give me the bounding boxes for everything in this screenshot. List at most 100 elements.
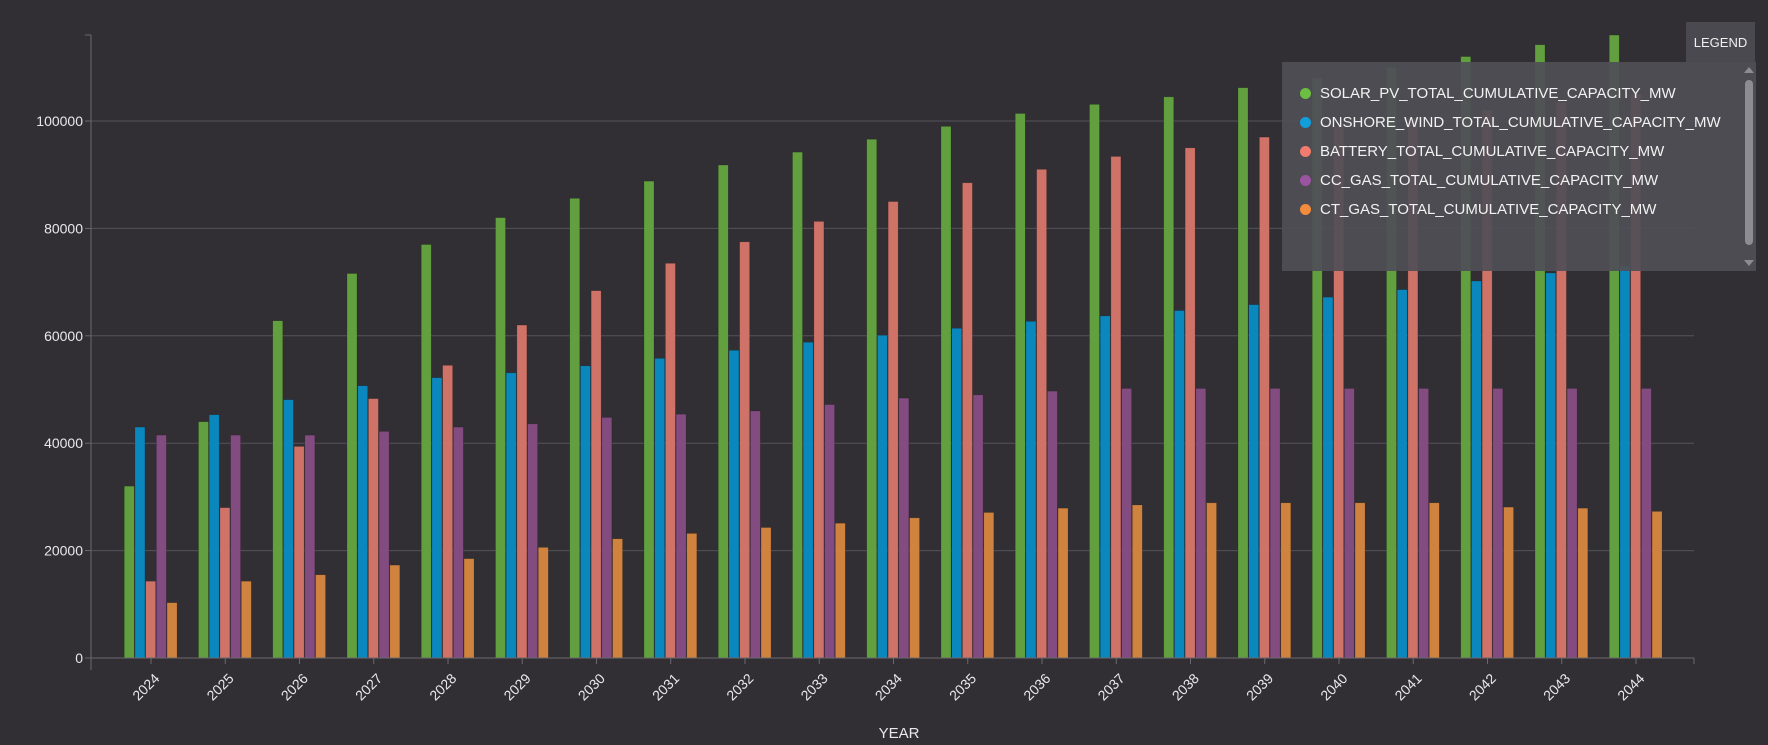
bar-cc-gas-total-cumulative-capacity-mw-2043[interactable] — [1566, 388, 1578, 659]
bar-cc-gas-total-cumulative-capacity-mw-2028[interactable] — [453, 426, 464, 659]
legend-toggle-button[interactable]: LEGEND — [1686, 22, 1755, 62]
bar-solar-pv-total-cumulative-capacity-mw-2032[interactable] — [717, 164, 729, 659]
bar-cc-gas-total-cumulative-capacity-mw-2037[interactable] — [1121, 388, 1132, 659]
bar-cc-gas-total-cumulative-capacity-mw-2029[interactable] — [527, 423, 538, 659]
bar-battery-total-cumulative-capacity-mw-2029[interactable] — [516, 324, 528, 659]
bar-solar-pv-total-cumulative-capacity-mw-2033[interactable] — [792, 151, 803, 659]
bar-cc-gas-total-cumulative-capacity-mw-2040[interactable] — [1344, 388, 1355, 659]
bar-onshore-wind-total-cumulative-capacity-mw-2041[interactable] — [1396, 289, 1408, 659]
bar-onshore-wind-total-cumulative-capacity-mw-2034[interactable] — [877, 334, 888, 659]
bar-ct-gas-total-cumulative-capacity-mw-2025[interactable] — [241, 580, 252, 659]
bar-cc-gas-total-cumulative-capacity-mw-2026[interactable] — [304, 434, 316, 659]
bar-onshore-wind-total-cumulative-capacity-mw-2033[interactable] — [802, 341, 814, 659]
bar-ct-gas-total-cumulative-capacity-mw-2042[interactable] — [1503, 506, 1514, 659]
bar-solar-pv-total-cumulative-capacity-mw-2031[interactable] — [643, 180, 655, 659]
bar-solar-pv-total-cumulative-capacity-mw-2038[interactable] — [1163, 96, 1175, 659]
bar-cc-gas-total-cumulative-capacity-mw-2036[interactable] — [1047, 390, 1058, 659]
bar-battery-total-cumulative-capacity-mw-2036[interactable] — [1036, 169, 1047, 659]
bar-ct-gas-total-cumulative-capacity-mw-2032[interactable] — [760, 527, 772, 659]
bar-battery-total-cumulative-capacity-mw-2027[interactable] — [368, 398, 379, 659]
bar-cc-gas-total-cumulative-capacity-mw-2034[interactable] — [898, 397, 910, 659]
bar-solar-pv-total-cumulative-capacity-mw-2036[interactable] — [1014, 113, 1026, 659]
bar-cc-gas-total-cumulative-capacity-mw-2033[interactable] — [824, 404, 835, 659]
bar-solar-pv-total-cumulative-capacity-mw-2026[interactable] — [272, 320, 284, 659]
bar-cc-gas-total-cumulative-capacity-mw-2035[interactable] — [972, 394, 984, 659]
legend-item[interactable]: BATTERY_TOTAL_CUMULATIVE_CAPACITY_MW — [1300, 143, 1664, 160]
bar-onshore-wind-total-cumulative-capacity-mw-2042[interactable] — [1471, 280, 1482, 659]
bar-ct-gas-total-cumulative-capacity-mw-2035[interactable] — [983, 512, 995, 659]
legend-scrollbar[interactable] — [1742, 62, 1756, 271]
bar-onshore-wind-total-cumulative-capacity-mw-2036[interactable] — [1025, 321, 1037, 659]
bar-onshore-wind-total-cumulative-capacity-mw-2043[interactable] — [1545, 272, 1556, 659]
bar-battery-total-cumulative-capacity-mw-2035[interactable] — [962, 182, 973, 659]
bar-solar-pv-total-cumulative-capacity-mw-2034[interactable] — [866, 138, 878, 659]
bar-solar-pv-total-cumulative-capacity-mw-2025[interactable] — [198, 421, 209, 659]
legend-item[interactable]: CT_GAS_TOTAL_CUMULATIVE_CAPACITY_MW — [1300, 201, 1656, 218]
bar-solar-pv-total-cumulative-capacity-mw-2037[interactable] — [1089, 104, 1100, 659]
bar-battery-total-cumulative-capacity-mw-2026[interactable] — [293, 446, 305, 659]
bar-ct-gas-total-cumulative-capacity-mw-2028[interactable] — [463, 558, 475, 659]
legend-item[interactable]: SOLAR_PV_TOTAL_CUMULATIVE_CAPACITY_MW — [1300, 85, 1676, 102]
legend-item[interactable]: CC_GAS_TOTAL_CUMULATIVE_CAPACITY_MW — [1300, 172, 1658, 189]
bar-battery-total-cumulative-capacity-mw-2031[interactable] — [665, 263, 676, 659]
bar-onshore-wind-total-cumulative-capacity-mw-2037[interactable] — [1099, 315, 1111, 659]
bar-cc-gas-total-cumulative-capacity-mw-2039[interactable] — [1269, 388, 1281, 659]
bar-battery-total-cumulative-capacity-mw-2032[interactable] — [739, 241, 750, 659]
bar-battery-total-cumulative-capacity-mw-2039[interactable] — [1259, 136, 1270, 659]
bar-ct-gas-total-cumulative-capacity-mw-2044[interactable] — [1651, 511, 1663, 659]
bar-solar-pv-total-cumulative-capacity-mw-2027[interactable] — [346, 273, 358, 659]
bar-solar-pv-total-cumulative-capacity-mw-2035[interactable] — [940, 126, 952, 659]
bar-battery-total-cumulative-capacity-mw-2034[interactable] — [887, 201, 899, 659]
bar-onshore-wind-total-cumulative-capacity-mw-2032[interactable] — [728, 349, 740, 659]
bar-onshore-wind-total-cumulative-capacity-mw-2031[interactable] — [654, 358, 666, 659]
bar-onshore-wind-total-cumulative-capacity-mw-2029[interactable] — [505, 372, 517, 659]
bar-onshore-wind-total-cumulative-capacity-mw-2024[interactable] — [134, 426, 146, 659]
bar-ct-gas-total-cumulative-capacity-mw-2027[interactable] — [389, 564, 401, 659]
bar-battery-total-cumulative-capacity-mw-2037[interactable] — [1110, 156, 1122, 659]
bar-ct-gas-total-cumulative-capacity-mw-2039[interactable] — [1280, 502, 1292, 659]
bar-onshore-wind-total-cumulative-capacity-mw-2039[interactable] — [1248, 304, 1259, 659]
bar-ct-gas-total-cumulative-capacity-mw-2036[interactable] — [1057, 507, 1069, 659]
bar-solar-pv-total-cumulative-capacity-mw-2039[interactable] — [1237, 87, 1249, 659]
bar-cc-gas-total-cumulative-capacity-mw-2041[interactable] — [1418, 388, 1429, 659]
bar-ct-gas-total-cumulative-capacity-mw-2026[interactable] — [315, 574, 326, 659]
bar-ct-gas-total-cumulative-capacity-mw-2034[interactable] — [909, 517, 920, 659]
bar-ct-gas-total-cumulative-capacity-mw-2024[interactable] — [166, 602, 178, 659]
bar-battery-total-cumulative-capacity-mw-2033[interactable] — [813, 221, 825, 659]
bar-solar-pv-total-cumulative-capacity-mw-2024[interactable] — [123, 485, 135, 659]
scroll-up-arrow-icon[interactable] — [1744, 67, 1754, 73]
bar-cc-gas-total-cumulative-capacity-mw-2025[interactable] — [230, 434, 241, 659]
bar-cc-gas-total-cumulative-capacity-mw-2027[interactable] — [378, 431, 390, 659]
bar-ct-gas-total-cumulative-capacity-mw-2037[interactable] — [1132, 504, 1143, 659]
bar-battery-total-cumulative-capacity-mw-2028[interactable] — [442, 365, 453, 659]
bar-onshore-wind-total-cumulative-capacity-mw-2040[interactable] — [1322, 296, 1334, 659]
bar-onshore-wind-total-cumulative-capacity-mw-2028[interactable] — [431, 377, 443, 659]
scrollbar-thumb[interactable] — [1745, 80, 1753, 245]
bar-cc-gas-total-cumulative-capacity-mw-2030[interactable] — [601, 417, 613, 659]
bar-cc-gas-total-cumulative-capacity-mw-2038[interactable] — [1195, 388, 1207, 659]
bar-ct-gas-total-cumulative-capacity-mw-2033[interactable] — [834, 522, 846, 659]
bar-ct-gas-total-cumulative-capacity-mw-2031[interactable] — [686, 533, 698, 659]
bar-battery-total-cumulative-capacity-mw-2024[interactable] — [145, 580, 156, 659]
bar-cc-gas-total-cumulative-capacity-mw-2042[interactable] — [1492, 388, 1504, 659]
bar-battery-total-cumulative-capacity-mw-2038[interactable] — [1184, 147, 1196, 659]
bar-cc-gas-total-cumulative-capacity-mw-2024[interactable] — [156, 434, 167, 659]
bar-onshore-wind-total-cumulative-capacity-mw-2025[interactable] — [208, 414, 220, 659]
bar-onshore-wind-total-cumulative-capacity-mw-2030[interactable] — [580, 365, 591, 659]
bar-ct-gas-total-cumulative-capacity-mw-2040[interactable] — [1354, 502, 1366, 659]
bar-solar-pv-total-cumulative-capacity-mw-2030[interactable] — [569, 198, 581, 659]
bar-solar-pv-total-cumulative-capacity-mw-2029[interactable] — [495, 217, 506, 659]
bar-battery-total-cumulative-capacity-mw-2030[interactable] — [590, 290, 602, 659]
bar-ct-gas-total-cumulative-capacity-mw-2029[interactable] — [537, 547, 549, 659]
bar-onshore-wind-total-cumulative-capacity-mw-2027[interactable] — [357, 385, 369, 659]
bar-onshore-wind-total-cumulative-capacity-mw-2044[interactable] — [1619, 265, 1631, 659]
bar-onshore-wind-total-cumulative-capacity-mw-2035[interactable] — [951, 327, 963, 659]
bar-solar-pv-total-cumulative-capacity-mw-2028[interactable] — [420, 244, 432, 659]
bar-ct-gas-total-cumulative-capacity-mw-2038[interactable] — [1206, 502, 1217, 659]
bar-ct-gas-total-cumulative-capacity-mw-2030[interactable] — [612, 538, 623, 659]
bar-cc-gas-total-cumulative-capacity-mw-2032[interactable] — [750, 410, 761, 659]
bar-cc-gas-total-cumulative-capacity-mw-2044[interactable] — [1641, 388, 1652, 659]
bar-battery-total-cumulative-capacity-mw-2025[interactable] — [219, 507, 231, 659]
bar-onshore-wind-total-cumulative-capacity-mw-2038[interactable] — [1174, 310, 1185, 659]
scroll-down-arrow-icon[interactable] — [1744, 260, 1754, 266]
